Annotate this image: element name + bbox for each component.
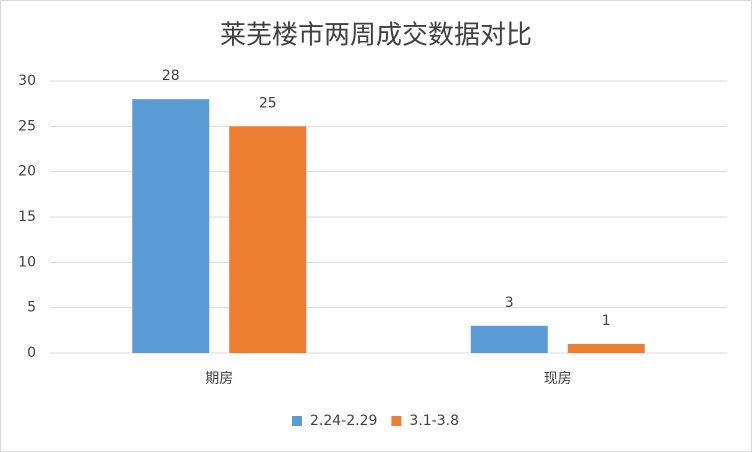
y-tick-label: 15 [18,209,36,225]
y-tick-label: 30 [18,73,36,89]
y-tick-label: 5 [27,300,36,316]
bar [229,126,307,353]
data-label: 28 [162,68,180,84]
data-label: 3 [505,295,514,311]
bar [132,99,210,353]
data-label: 1 [602,313,611,329]
chart-title: 莱芜楼市两周成交数据对比 [220,21,532,51]
y-tick-label: 20 [18,164,36,180]
data-label: 25 [259,95,277,111]
y-tick-label: 10 [18,254,36,270]
legend-label: 2.24-2.29 [310,413,377,429]
y-tick-label: 25 [18,118,36,134]
legend-swatch [391,416,402,426]
legend-swatch [292,416,302,426]
bar [567,343,645,353]
x-tick-label: 现房 [544,371,572,387]
x-tick-label: 期房 [205,371,233,387]
bar [470,325,548,353]
legend-label: 3.1-3.8 [409,413,459,429]
y-tick-label: 0 [27,345,36,361]
